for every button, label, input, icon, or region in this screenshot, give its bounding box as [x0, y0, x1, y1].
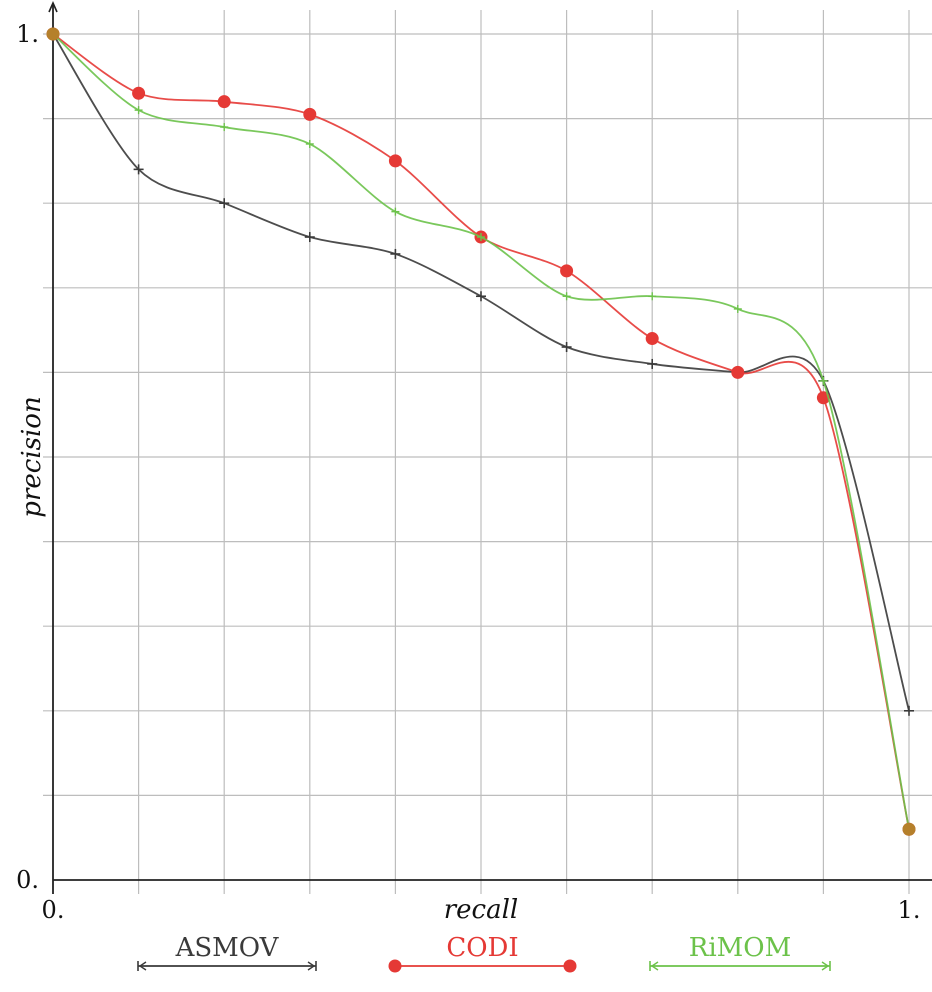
x-tick-label-left: 0.: [42, 896, 65, 924]
codi-point: [303, 107, 317, 121]
asmov-point: [476, 291, 486, 302]
codi-point: [388, 154, 402, 168]
rimom-point: [819, 376, 828, 385]
asmov-point: [561, 342, 572, 353]
end-point: [902, 822, 916, 836]
rimom-point: [562, 292, 571, 301]
overlap-markers: [46, 27, 916, 836]
y-axis-arrow: [48, 1, 58, 13]
rimom-point: [305, 139, 314, 148]
asmov-point: [219, 198, 230, 209]
legend-label-asmov: ASMOV: [175, 933, 280, 963]
legend-arrow-asmov: [307, 961, 316, 971]
legend-arrow-rimom: [650, 961, 659, 971]
legend-marker-codi: [388, 959, 402, 973]
legend-arrow-asmov: [138, 961, 147, 971]
rimom-point: [477, 233, 485, 242]
x-axis-title: recall: [444, 895, 519, 925]
rimom-point: [134, 106, 143, 115]
codi-point: [560, 264, 574, 278]
y-tick-label-top: 1.: [16, 20, 39, 48]
asmov-point: [304, 232, 315, 243]
asmov-point: [133, 164, 144, 175]
codi-point: [645, 332, 659, 346]
series-layer: [46, 27, 916, 836]
rimom-point: [391, 207, 400, 216]
legend-label-rimom: RiMOM: [689, 933, 791, 963]
axes: [48, 1, 932, 894]
start-point: [46, 27, 60, 41]
y-axis-title: precision: [17, 396, 47, 517]
asmov-point: [390, 248, 401, 259]
rimom-point: [733, 304, 742, 313]
rimom-point: [648, 292, 657, 301]
asmov-point: [904, 705, 914, 716]
codi-point: [132, 86, 146, 100]
legend-marker-codi: [563, 959, 577, 973]
codi-point: [217, 95, 231, 109]
x-tick-label-right: 1.: [898, 896, 921, 924]
legend-item-asmov: ASMOV: [137, 933, 317, 971]
asmov-line: [52, 33, 910, 712]
legend-arrow-rimom: [821, 961, 830, 971]
asmov-point: [647, 358, 658, 369]
rimom-point: [220, 123, 229, 132]
legend-label-codi: CODI: [446, 933, 518, 963]
legend-item-rimom: RiMOM: [649, 933, 831, 971]
grid: [43, 10, 932, 894]
legend: ASMOV CODI RiMOM: [137, 933, 831, 973]
y-tick-label-bottom: 0.: [16, 866, 39, 894]
codi-point: [731, 365, 745, 379]
legend-item-codi: CODI: [388, 933, 577, 973]
